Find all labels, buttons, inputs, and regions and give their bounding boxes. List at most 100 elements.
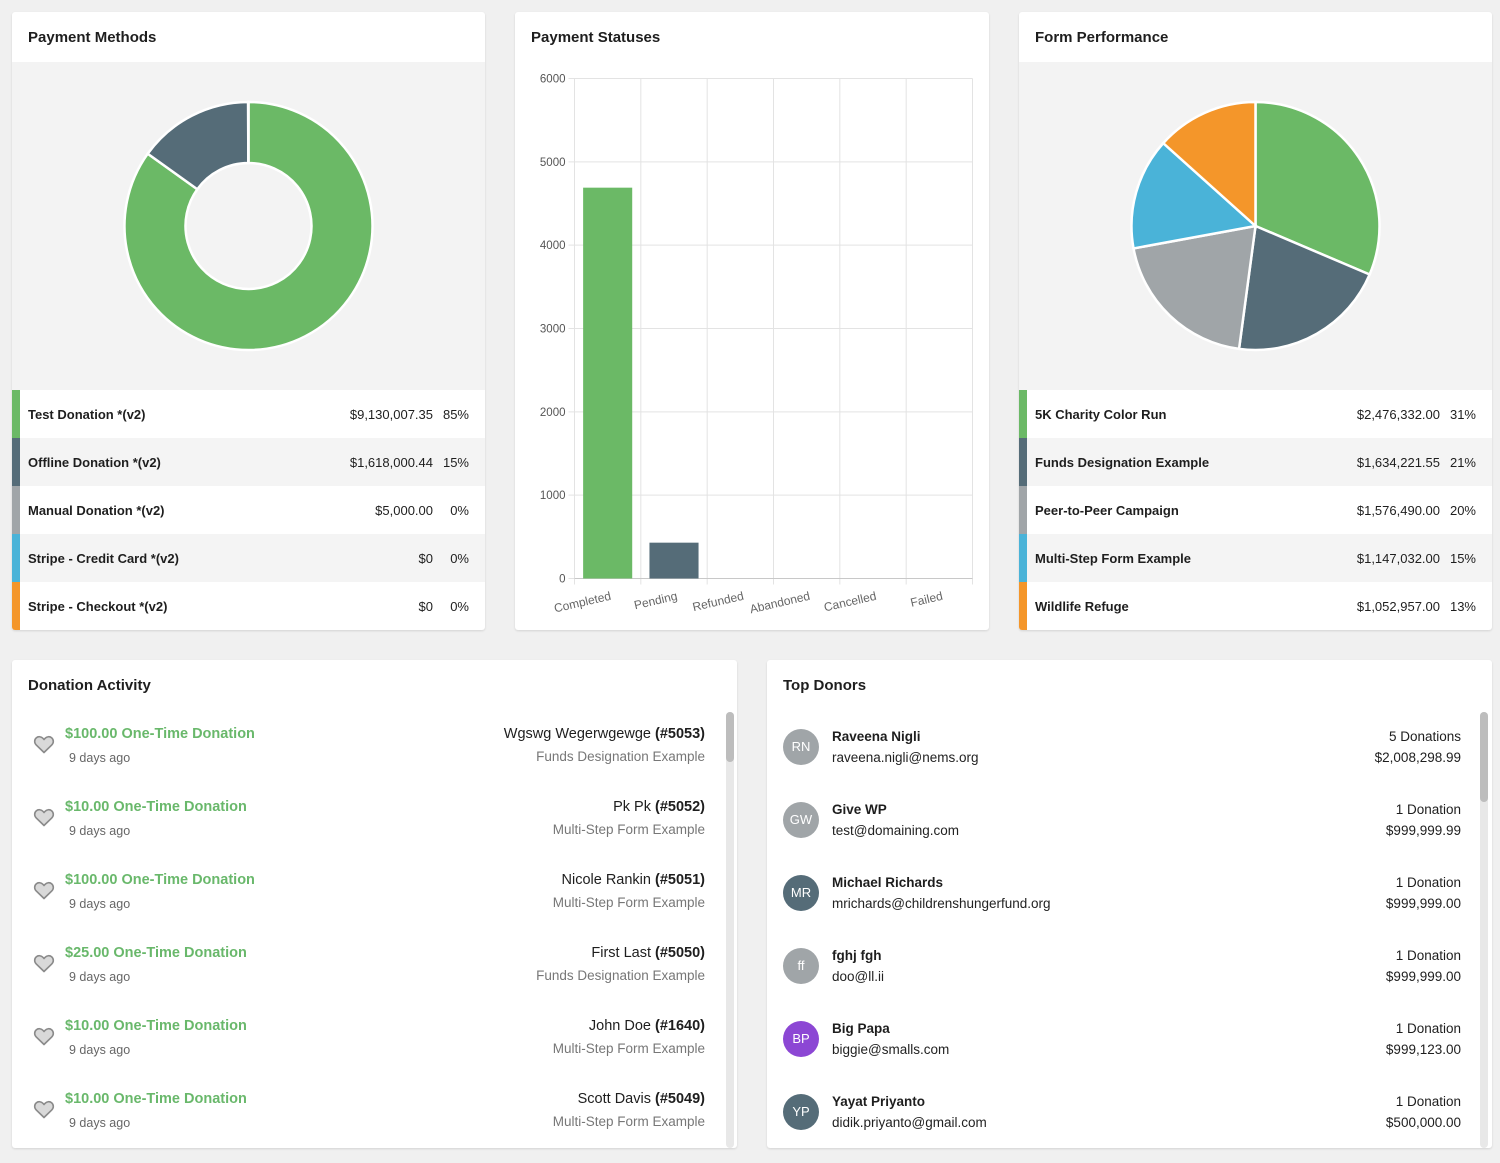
- donation-total: $500,000.00: [1385, 1115, 1461, 1130]
- heart-icon: [33, 954, 55, 973]
- legend-swatch: [12, 534, 20, 582]
- legend-swatch: [12, 486, 20, 534]
- legend-amount: $0: [418, 598, 433, 614]
- donation-total: $999,999.99: [1385, 823, 1461, 838]
- donor-name-text: Pk Pk: [613, 799, 651, 815]
- scrollbar-thumb[interactable]: [726, 712, 734, 762]
- legend-percent: 0%: [450, 502, 469, 518]
- donation-title[interactable]: $10.00 One-Time Donation: [65, 1018, 247, 1034]
- list-item[interactable]: $10.00 One-Time Donation 9 days ago John…: [12, 1002, 737, 1075]
- pie-slice: [1132, 224, 1257, 351]
- form-name: Funds Designation Example: [536, 968, 705, 983]
- donor-name-text: Nicole Rankin: [561, 872, 651, 888]
- heart-icon: [33, 1027, 55, 1046]
- top-donors-list[interactable]: RN Raveena Nigli raveena.nigli@nems.org …: [767, 710, 1492, 1148]
- donor-name[interactable]: Wgswg Wegerwgewge (#5053): [504, 726, 705, 742]
- donation-activity-list[interactable]: $100.00 One-Time Donation 9 days ago Wgs…: [12, 710, 737, 1148]
- legend-label: Stripe - Credit Card *(v2): [28, 550, 179, 566]
- legend-row: Wildlife Refuge $1,052,957.00 13%: [1019, 582, 1492, 630]
- donation-count: 1 Donation: [1395, 948, 1461, 963]
- donor-name[interactable]: Pk Pk (#5052): [613, 799, 705, 815]
- legend-swatch: [1019, 486, 1027, 534]
- donation-total: $2,008,298.99: [1374, 750, 1461, 765]
- legend-row: Funds Designation Example $1,634,221.55 21…: [1019, 438, 1492, 486]
- x-tick-label: Refunded: [691, 589, 745, 614]
- x-tick-label: Cancelled: [823, 589, 878, 615]
- legend-label: Wildlife Refuge: [1035, 598, 1129, 614]
- donor-name-text: Scott Davis: [577, 1091, 651, 1107]
- form-performance-card: Form Performance 5K Charity Color Run $2,…: [1019, 12, 1492, 630]
- legend-row: Peer-to-Peer Campaign $1,576,490.00 20%: [1019, 486, 1492, 534]
- avatar: GW: [783, 802, 819, 838]
- payment-methods-donut-chart: [123, 100, 374, 352]
- y-tick-label: 5000: [540, 157, 566, 169]
- scrollbar-thumb[interactable]: [1480, 712, 1488, 802]
- legend-amount: $5,000.00: [375, 502, 433, 518]
- donation-title[interactable]: $100.00 One-Time Donation: [65, 872, 255, 888]
- donation-title[interactable]: $10.00 One-Time Donation: [65, 799, 247, 815]
- list-item[interactable]: $100.00 One-Time Donation 9 days ago Nic…: [12, 856, 737, 929]
- list-item[interactable]: RN Raveena Nigli raveena.nigli@nems.org …: [767, 710, 1492, 783]
- list-item[interactable]: $100.00 One-Time Donation 9 days ago Wgs…: [12, 710, 737, 783]
- donation-title[interactable]: $10.00 One-Time Donation: [65, 1091, 247, 1107]
- list-item[interactable]: MR Michael Richards mrichards@childrensh…: [767, 856, 1492, 929]
- legend-row: Stripe - Credit Card *(v2) $0 0%: [12, 534, 485, 582]
- donation-id: (#1640): [655, 1018, 705, 1034]
- legend-swatch: [12, 390, 20, 438]
- legend-percent: 85%: [442, 406, 469, 422]
- legend-label: Test Donation *(v2): [28, 406, 146, 422]
- donation-total: $999,999.00: [1385, 896, 1461, 911]
- donor-name[interactable]: First Last (#5050): [591, 945, 705, 961]
- donor-name[interactable]: Raveena Nigli: [832, 729, 921, 744]
- form-performance-chart-area: [1019, 62, 1492, 390]
- list-item[interactable]: GW Give WP test@domaining.com 1 Donation…: [767, 783, 1492, 856]
- donation-count: 1 Donation: [1395, 1021, 1461, 1036]
- donor-name[interactable]: John Doe (#1640): [589, 1018, 705, 1034]
- donor-name-text: First Last: [591, 945, 651, 961]
- pie-slice: [1237, 224, 1372, 352]
- legend-amount: $0: [418, 550, 433, 566]
- list-item[interactable]: $25.00 One-Time Donation 9 days ago Firs…: [12, 929, 737, 1002]
- legend-label: Funds Designation Example: [1035, 454, 1210, 470]
- activity-scrollbar[interactable]: [726, 712, 734, 1148]
- list-item[interactable]: ff fghj fgh doo@ll.ii 1 Donation $999,99…: [767, 929, 1492, 1002]
- list-item[interactable]: $10.00 One-Time Donation 9 days ago Pk P…: [12, 783, 737, 856]
- list-item[interactable]: YP Yayat Priyanto didik.priyanto@gmail.c…: [767, 1075, 1492, 1148]
- x-tick-label: Pending: [633, 589, 679, 613]
- donor-email: doo@ll.ii: [832, 969, 884, 984]
- donation-title[interactable]: $25.00 One-Time Donation: [65, 945, 247, 961]
- card-title: Form Performance: [1035, 29, 1169, 46]
- donation-count: 1 Donation: [1395, 875, 1461, 890]
- donation-title[interactable]: $100.00 One-Time Donation: [65, 726, 255, 742]
- donor-name[interactable]: Michael Richards: [832, 875, 944, 890]
- x-tick-label: Completed: [553, 589, 613, 616]
- donor-name[interactable]: Give WP: [832, 802, 887, 817]
- legend-row: Test Donation *(v2) $9,130,007.35 85%: [12, 390, 485, 438]
- heart-icon: [33, 808, 55, 827]
- legend-swatch: [1019, 534, 1027, 582]
- donor-name[interactable]: Nicole Rankin (#5051): [562, 872, 705, 888]
- list-item[interactable]: $10.00 One-Time Donation 9 days ago Scot…: [12, 1075, 737, 1148]
- donation-total: $999,999.00: [1385, 969, 1461, 984]
- donor-name[interactable]: fghj fgh: [832, 948, 882, 963]
- donation-time: 9 days ago: [69, 897, 131, 911]
- donor-name[interactable]: Scott Davis (#5049): [578, 1091, 705, 1107]
- list-item[interactable]: BP Big Papa biggie@smalls.com 1 Donation…: [767, 1002, 1492, 1075]
- y-tick-label: 4000: [540, 240, 566, 252]
- form-performance-legend: 5K Charity Color Run $2,476,332.00 31% Fun…: [1019, 390, 1492, 630]
- legend-amount: $9,130,007.35: [349, 406, 433, 422]
- form-name: Multi-Step Form Example: [552, 1114, 705, 1129]
- legend-percent: 15%: [1449, 550, 1476, 566]
- donor-name[interactable]: Big Papa: [832, 1021, 890, 1036]
- donation-time: 9 days ago: [69, 751, 131, 765]
- legend-amount: $2,476,332.00: [1356, 406, 1440, 422]
- avatar: YP: [783, 1094, 819, 1130]
- legend-label: Multi-Step Form Example: [1035, 550, 1192, 566]
- donors-scrollbar[interactable]: [1480, 712, 1488, 1148]
- top-donors-card: Top Donors RN Raveena Nigli raveena.nigl…: [767, 660, 1492, 1148]
- avatar: BP: [783, 1021, 819, 1057]
- donor-name[interactable]: Yayat Priyanto: [832, 1094, 926, 1109]
- donation-id: (#5052): [655, 799, 705, 815]
- legend-label: Offline Donation *(v2): [28, 454, 161, 470]
- card-title: Payment Methods: [28, 29, 157, 46]
